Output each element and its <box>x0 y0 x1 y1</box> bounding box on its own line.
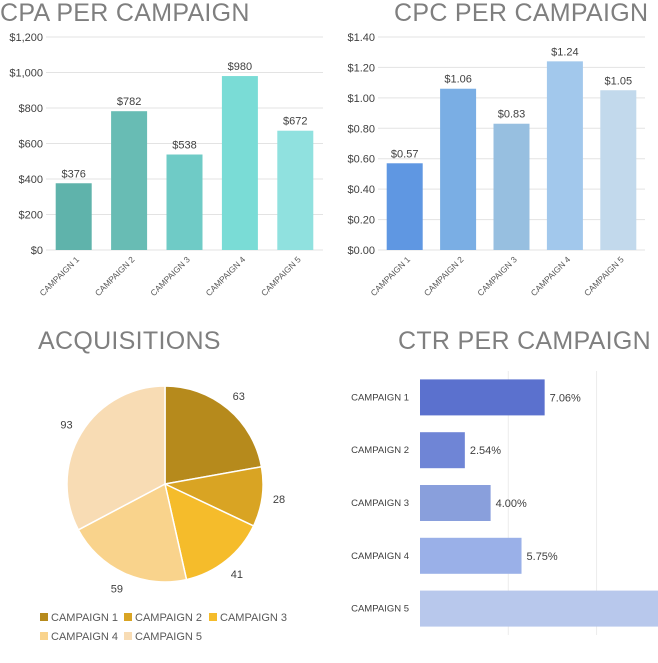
cpc-xtick-label: CAMPAIGN 1 <box>368 254 412 298</box>
cpa-ytick-label: $1,000 <box>9 68 43 80</box>
pie-slice <box>77 482 188 583</box>
cpc-xtick-label: CAMPAIGN 2 <box>422 254 466 298</box>
ctr-chart: CAMPAIGN 1 7.06% CAMPAIGN 2 2.54% CAMPAIGN 3… <box>351 371 658 635</box>
acquisitions-legend: CAMPAIGN 1 CAMPAIGN 2 CAMPAIGN 3 CAMPAIG… <box>0 325 330 663</box>
cpa-bar <box>277 130 314 250</box>
cpa-data-label: $538 <box>172 140 196 152</box>
ctr-bar <box>420 590 658 627</box>
legend-label: CAMPAIGN 2 <box>135 612 203 624</box>
cpa-ytick-label: $600 <box>19 139 43 151</box>
legend-item-campaign-5: CAMPAIGN 5 <box>124 631 202 643</box>
cpa-chart-title: CPA PER CAMPAIGN <box>0 0 250 27</box>
cpc-ytick-label: $0.20 <box>347 215 375 227</box>
ctr-bar <box>420 537 522 574</box>
cpc-data-label: $1.05 <box>605 75 633 87</box>
ctr-data-label: 2.54% <box>470 445 501 457</box>
cpa-ytick-label: $200 <box>19 210 43 222</box>
ctr-category-label: CAMPAIGN 1 <box>351 392 409 403</box>
legend-swatch <box>40 613 48 621</box>
pie-data-label: 28 <box>273 494 285 506</box>
cpc-chart-panel: CPC PER CAMPAIGN $0.00 $0.20 $0.40 $0.60 $0.… <box>330 0 658 320</box>
legend-item-campaign-3: CAMPAIGN 3 <box>209 612 287 624</box>
ctr-bar <box>420 432 465 469</box>
acquisitions-chart: 63 28 41 59 93 <box>60 385 285 595</box>
cpc-ytick-label: $0.80 <box>347 123 375 135</box>
cpc-ytick-label: $0.60 <box>347 154 375 166</box>
cpc-ytick-label: $1.40 <box>347 32 375 44</box>
legend-label: CAMPAIGN 5 <box>135 631 203 643</box>
cpc-ytick-label: $1.00 <box>347 93 375 105</box>
cpa-data-label: $782 <box>117 96 141 108</box>
ctr-data-label: 7.06% <box>550 392 581 404</box>
legend-label: CAMPAIGN 4 <box>51 631 119 643</box>
ctr-data-label: 5.75% <box>527 551 558 563</box>
cpc-data-label: $0.57 <box>391 148 419 160</box>
cpc-bar <box>440 88 477 250</box>
legend-item-campaign-2: CAMPAIGN 2 <box>124 612 202 624</box>
ctr-category-label: CAMPAIGN 2 <box>351 445 409 456</box>
pie-slice <box>66 385 166 531</box>
cpa-chart: $0 $200 $400 $600 $800 $1,000 $1,200 $376 CAMPAI… <box>9 32 323 298</box>
cpa-bar <box>166 154 203 250</box>
cpc-xtick-label: CAMPAIGN 4 <box>529 254 573 298</box>
ctr-bar <box>420 379 545 416</box>
cpc-xtick-label: CAMPAIGN 3 <box>475 254 519 298</box>
pie-data-label: 41 <box>231 569 243 581</box>
legend-label: CAMPAIGN 1 <box>51 612 119 624</box>
cpa-xtick-label: CAMPAIGN 2 <box>93 254 137 298</box>
acquisitions-chart-panel: ACQUISITIONS 63 28 41 59 93 CAMPAIGN 1 CAMPA… <box>0 325 330 663</box>
cpc-xtick-label: CAMPAIGN 5 <box>582 254 626 298</box>
legend-item-campaign-1: CAMPAIGN 1 <box>40 612 118 624</box>
cpa-data-label: $376 <box>61 168 85 180</box>
ctr-category-label: CAMPAIGN 4 <box>351 551 409 562</box>
cpa-ytick-label: $400 <box>19 174 43 186</box>
legend-item-campaign-4: CAMPAIGN 4 <box>40 631 118 643</box>
cpc-data-label: $1.24 <box>551 46 579 58</box>
legend-swatch <box>124 632 132 640</box>
pie-slice <box>163 482 255 581</box>
cpa-chart-panel: CPA PER CAMPAIGN $0 $200 $400 $600 $800 $1,00… <box>0 0 330 320</box>
cpc-ytick-label: $1.20 <box>347 62 375 74</box>
ctr-chart-title: CTR PER CAMPAIGN <box>398 327 651 355</box>
legend-label: CAMPAIGN 3 <box>220 612 288 624</box>
cpa-data-label: $980 <box>228 61 252 73</box>
cpa-xtick-label: CAMPAIGN 1 <box>37 254 81 298</box>
ctr-data-label: 4.00% <box>496 498 527 510</box>
cpa-data-label: $672 <box>283 116 307 128</box>
cpa-bar <box>221 76 258 250</box>
cpa-bar <box>55 183 92 250</box>
pie-data-label: 93 <box>60 420 72 432</box>
cpa-ytick-label: $1,200 <box>9 32 43 44</box>
pie-slice <box>164 385 263 485</box>
cpa-bar <box>111 111 148 250</box>
cpa-xtick-label: CAMPAIGN 3 <box>148 254 192 298</box>
cpa-xtick-label: CAMPAIGN 5 <box>259 254 303 298</box>
cpc-ytick-label: $0.00 <box>347 245 375 257</box>
cpc-bar <box>386 163 423 250</box>
legend-swatch <box>209 613 217 621</box>
cpc-bar <box>600 90 637 250</box>
ctr-category-label: CAMPAIGN 3 <box>351 498 409 509</box>
pie-data-label: 59 <box>111 583 123 595</box>
cpa-ytick-label: $0 <box>31 245 43 257</box>
ctr-chart-panel: CTR PER CAMPAIGN CAMPAIGN 1 7.06% CAMPAIGN… <box>330 325 658 663</box>
legend-swatch <box>40 632 48 640</box>
cpa-xtick-label: CAMPAIGN 4 <box>204 254 248 298</box>
legend-swatch <box>124 613 132 621</box>
cpa-ytick-label: $800 <box>19 103 43 115</box>
cpc-bar <box>546 61 583 250</box>
cpc-ytick-label: $0.40 <box>347 184 375 196</box>
cpc-chart-title: CPC PER CAMPAIGN <box>394 0 649 27</box>
cpc-data-label: $0.83 <box>498 109 526 121</box>
pie-data-label: 63 <box>233 391 245 403</box>
acquisitions-chart-title: ACQUISITIONS <box>38 327 221 355</box>
ctr-bar <box>420 485 491 521</box>
cpc-chart: $0.00 $0.20 $0.40 $0.60 $0.80 $1.00 $1.20 $1.40… <box>347 32 645 298</box>
cpc-data-label: $1.06 <box>444 74 472 86</box>
ctr-category-label: CAMPAIGN 5 <box>351 604 409 615</box>
cpc-bar <box>493 123 530 250</box>
